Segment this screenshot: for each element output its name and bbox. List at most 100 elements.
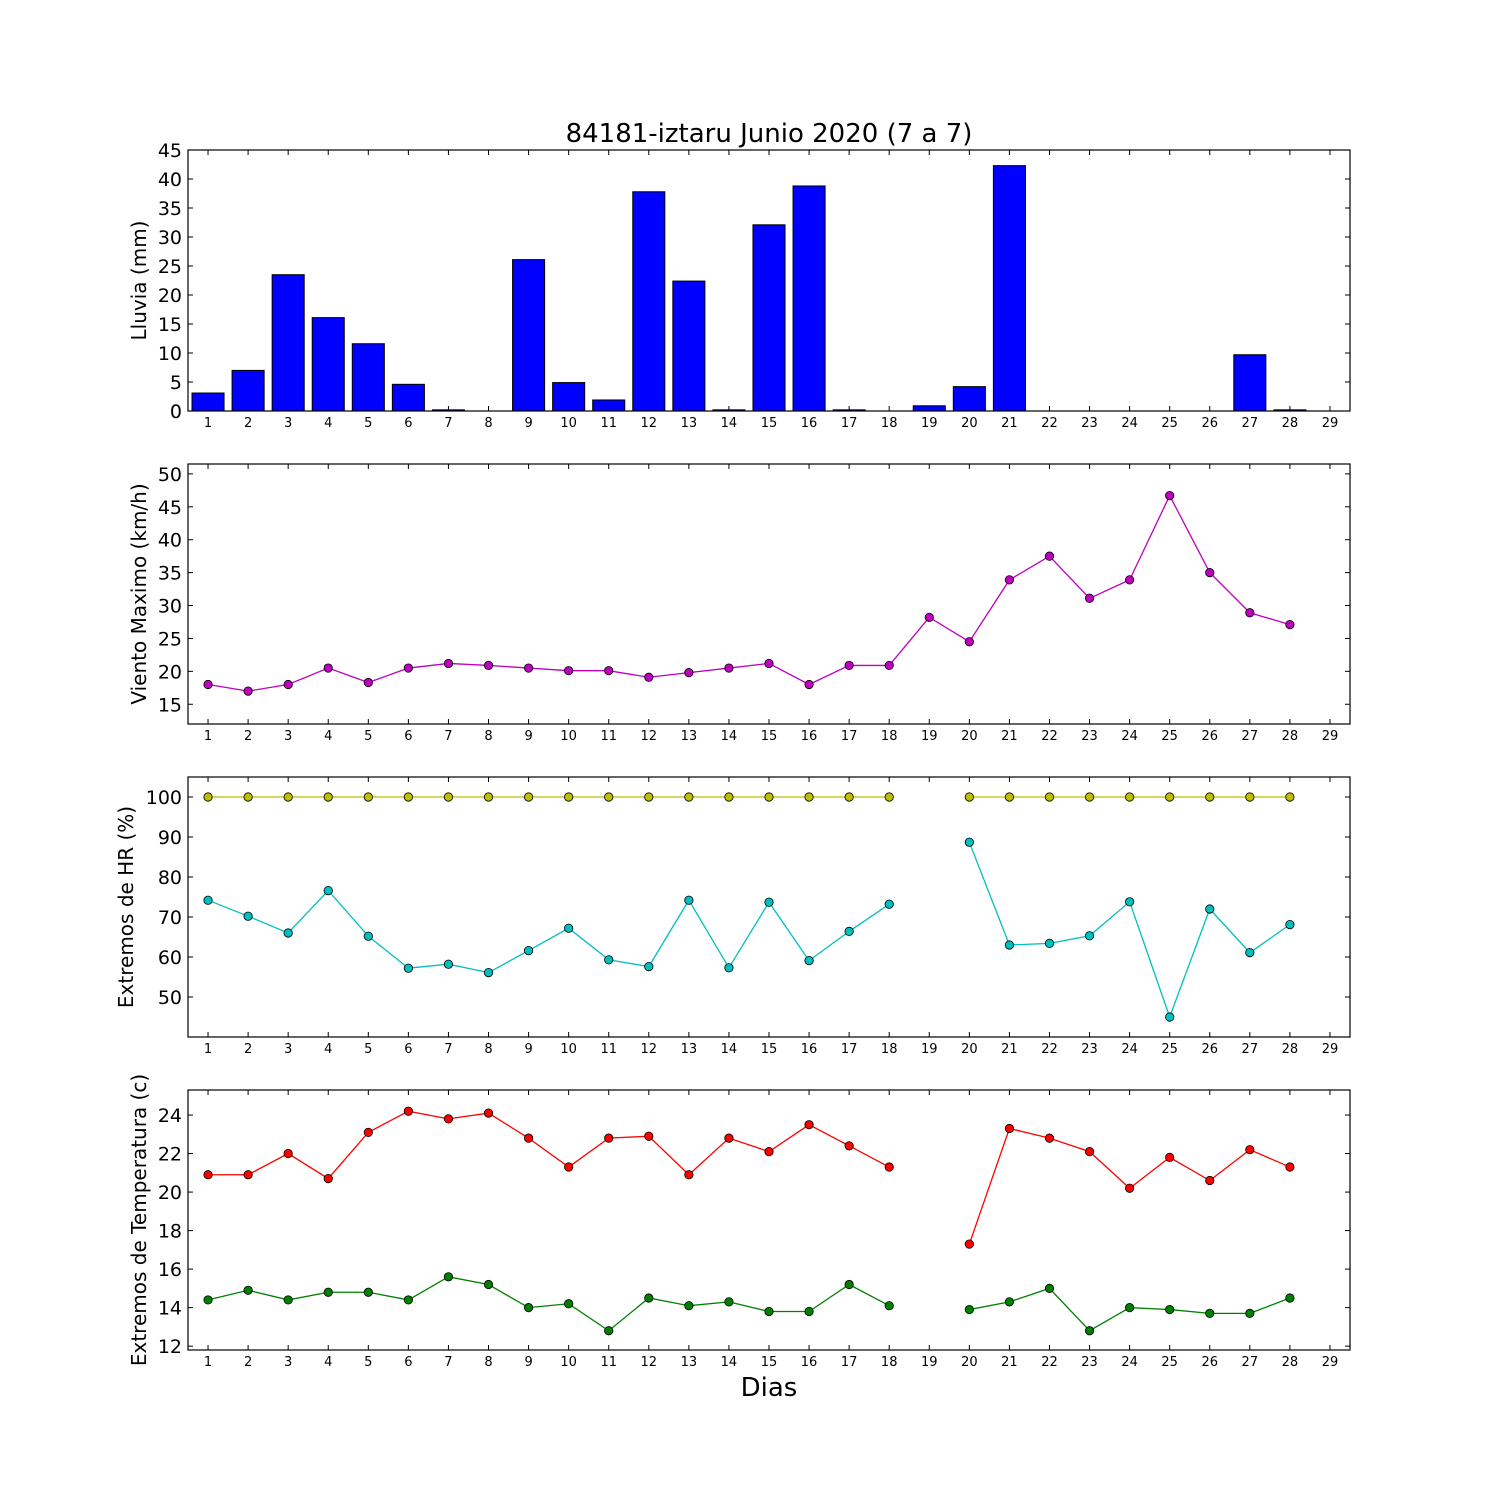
x-tick-label: 15 (761, 729, 778, 744)
data-point (283, 679, 293, 690)
bar (552, 382, 586, 412)
x-tick-label: 29 (1322, 1355, 1339, 1370)
data-point (964, 1239, 974, 1249)
data-point (363, 677, 373, 688)
data-point (523, 1133, 534, 1143)
data-point (1044, 1133, 1055, 1143)
data-point (564, 792, 574, 802)
data-point (684, 668, 694, 678)
series-line (208, 1110, 890, 1180)
data-point (844, 926, 854, 937)
data-point (203, 1170, 213, 1180)
y-tick-label: 35 (158, 563, 182, 585)
data-point (1004, 940, 1015, 950)
y-axis-label: Extremos de Temperatura (c) (127, 1074, 151, 1366)
x-tick-label: 22 (1041, 1355, 1058, 1370)
series-line (207, 494, 1291, 692)
plot-frame (187, 1089, 1351, 1351)
x-tick-label: 12 (641, 729, 658, 744)
data-point (443, 959, 454, 969)
x-tick-label: 23 (1081, 416, 1098, 431)
y-tick-label: 45 (158, 140, 182, 162)
data-point (764, 792, 774, 802)
y-tick-label: 5 (170, 372, 182, 394)
bar (912, 405, 946, 412)
panel-viento: 1 2 3 4 5 6 7 8 9 10 11 12 13 14 15 16 17 18 19 20 21 22 23 24 2… (127, 463, 1351, 744)
x-tick-label: 29 (1322, 729, 1339, 744)
x-tick-label: 4 (324, 416, 332, 431)
x-tick-label: 6 (404, 1042, 412, 1057)
data-point (964, 1304, 974, 1315)
x-tick-label: 17 (841, 416, 858, 431)
x-tick-label: 9 (524, 416, 532, 431)
data-point (283, 1295, 293, 1305)
data-point (403, 663, 413, 673)
data-point (804, 679, 814, 690)
x-tick-label: 23 (1081, 1042, 1098, 1057)
bar (512, 259, 546, 412)
data-point (443, 792, 454, 802)
data-point (203, 895, 213, 905)
data-point (483, 1108, 494, 1118)
x-tick-label: 21 (1001, 416, 1018, 431)
x-tick-label: 20 (961, 416, 978, 431)
y-axis-label: Lluvia (mm) (127, 221, 151, 341)
data-point (844, 660, 854, 671)
x-tick-label: 5 (364, 1042, 372, 1057)
data-point (523, 945, 534, 956)
series-1 (203, 490, 1295, 696)
x-tick-label: 28 (1282, 729, 1299, 744)
data-point (684, 1301, 694, 1311)
x-tick-label: 13 (681, 1355, 698, 1370)
x-tick-label: 13 (681, 1042, 698, 1057)
x-tick-label: 19 (921, 1355, 938, 1370)
x-tick-label: 23 (1081, 1355, 1098, 1370)
x-tick-label: 22 (1041, 729, 1058, 744)
x-tick-label: 24 (1121, 416, 1138, 431)
x-tick-label: 25 (1161, 1355, 1178, 1370)
x-tick-label: 6 (404, 416, 412, 431)
x-tick-label: 6 (404, 1355, 412, 1370)
data-point (884, 1162, 894, 1172)
x-tick-label: 8 (484, 416, 492, 431)
panel-lluvia: 1 2 3 4 5 6 7 8 9 10 11 12 13 14 15 16 17 18 19 20 21 22 23 24 2… (127, 140, 1351, 431)
data-point (1004, 1297, 1015, 1307)
data-point (483, 1279, 494, 1290)
y-tick-label: 18 (158, 1221, 182, 1243)
data-point (1004, 575, 1015, 585)
x-tick-label: 11 (600, 416, 617, 431)
x-tick-label: 14 (721, 1042, 738, 1057)
y-tick-label: 60 (158, 947, 182, 969)
y-tick-label: 45 (158, 497, 182, 519)
x-tick-label: 27 (1242, 1355, 1259, 1370)
data-point (924, 612, 934, 622)
data-point (323, 1287, 333, 1297)
data-point (1125, 792, 1135, 802)
x-tick-label: 15 (761, 1042, 778, 1057)
data-point (1205, 1308, 1215, 1319)
data-point (443, 1114, 454, 1124)
data-point (443, 658, 454, 669)
data-point (564, 923, 574, 933)
data-point (844, 1279, 854, 1290)
data-point (1125, 1303, 1135, 1313)
x-tick-label: 9 (524, 1042, 532, 1057)
y-tick-label: 20 (158, 1182, 182, 1204)
data-point (764, 658, 774, 669)
bar (351, 343, 385, 412)
data-point (523, 663, 534, 673)
x-tick-label: 2 (244, 729, 252, 744)
x-tick-label: 7 (444, 1042, 452, 1057)
x-tick-label: 10 (560, 729, 577, 744)
data-point (283, 792, 293, 802)
x-tick-label: 13 (681, 416, 698, 431)
series-2 (203, 837, 1295, 1022)
data-point (1125, 1183, 1135, 1193)
data-point (884, 1301, 894, 1311)
x-tick-label: 15 (761, 1355, 778, 1370)
y-tick-label: 50 (158, 464, 182, 486)
data-point (243, 792, 253, 802)
data-point (1245, 947, 1255, 958)
data-point (1084, 792, 1095, 802)
